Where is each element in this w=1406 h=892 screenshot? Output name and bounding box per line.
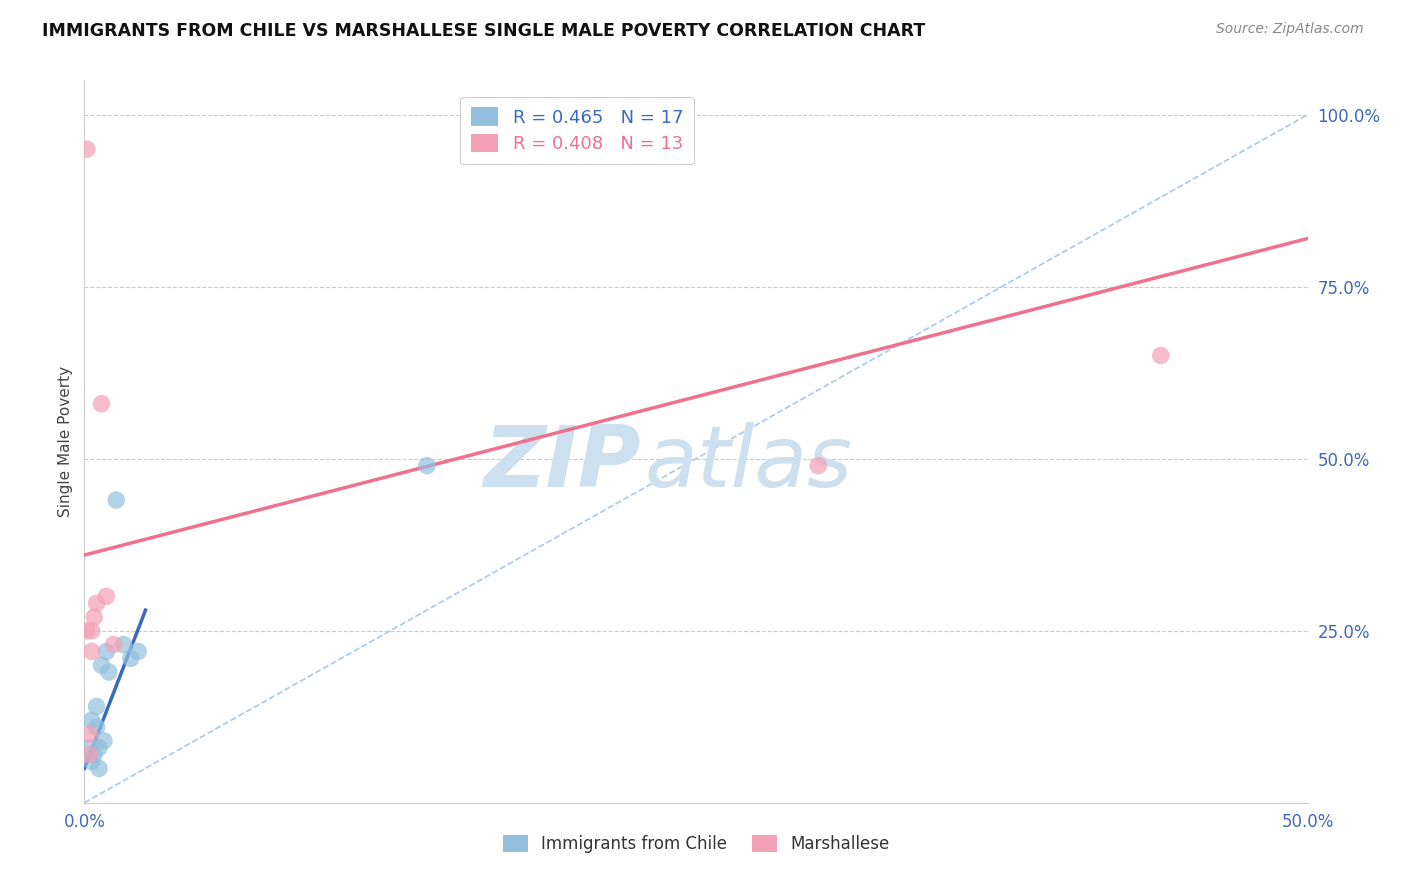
- Point: [97, 665, 120, 679]
- Point: [112, 638, 135, 652]
- Point: [807, 458, 830, 473]
- Point: [120, 651, 142, 665]
- Point: [96, 644, 118, 658]
- Point: [96, 590, 118, 604]
- Point: [80, 624, 103, 638]
- Point: [77, 740, 100, 755]
- Point: [127, 644, 149, 658]
- Point: [83, 610, 105, 624]
- Point: [77, 747, 100, 762]
- Point: [105, 493, 128, 508]
- Point: [77, 727, 100, 741]
- Text: Source: ZipAtlas.com: Source: ZipAtlas.com: [1216, 22, 1364, 37]
- Point: [76, 142, 98, 156]
- Point: [80, 644, 103, 658]
- Point: [86, 596, 108, 610]
- Point: [93, 734, 115, 748]
- Y-axis label: Single Male Poverty: Single Male Poverty: [58, 366, 73, 517]
- Point: [80, 755, 103, 769]
- Legend: Immigrants from Chile, Marshallese: Immigrants from Chile, Marshallese: [496, 828, 896, 860]
- Point: [103, 638, 125, 652]
- Point: [83, 747, 105, 762]
- Text: IMMIGRANTS FROM CHILE VS MARSHALLESE SINGLE MALE POVERTY CORRELATION CHART: IMMIGRANTS FROM CHILE VS MARSHALLESE SIN…: [42, 22, 925, 40]
- Point: [90, 397, 112, 411]
- Point: [86, 699, 108, 714]
- Point: [80, 713, 103, 727]
- Text: ZIP: ZIP: [484, 422, 641, 505]
- Point: [86, 720, 108, 734]
- Point: [90, 658, 112, 673]
- Text: atlas: atlas: [644, 422, 852, 505]
- Point: [87, 761, 110, 775]
- Point: [1150, 349, 1173, 363]
- Point: [416, 458, 439, 473]
- Point: [76, 624, 98, 638]
- Point: [87, 740, 110, 755]
